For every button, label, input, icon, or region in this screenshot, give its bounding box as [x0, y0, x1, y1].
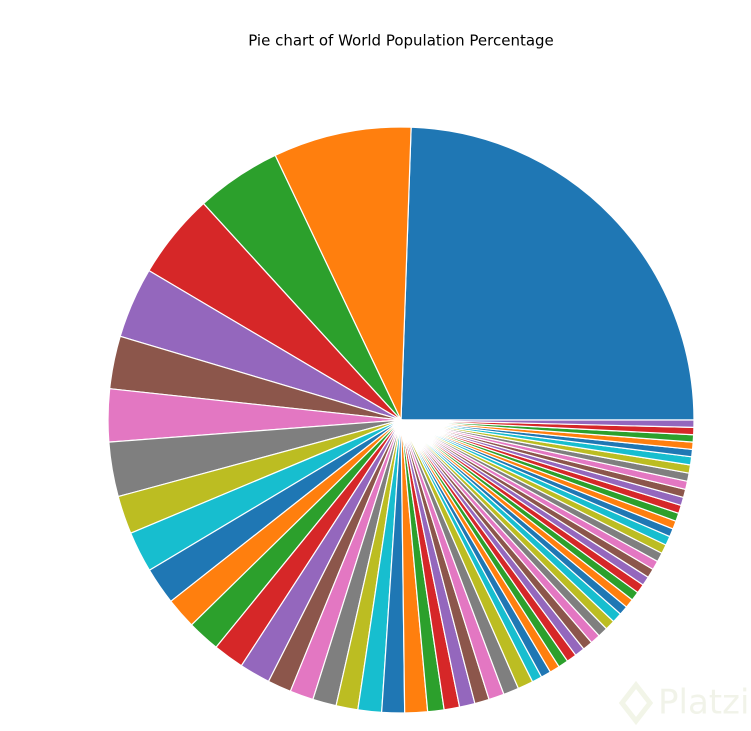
- pie-slice: [400, 419, 695, 428]
- watermark: Platzi: [658, 683, 749, 723]
- chart-title: Pie chart of World Population Percentage: [248, 32, 554, 50]
- watermark-group: Platzi: [618, 680, 749, 726]
- pie-slice: [274, 126, 412, 421]
- watermark-logo: [618, 680, 654, 726]
- pie: [107, 126, 695, 714]
- pie-slice: [400, 126, 695, 421]
